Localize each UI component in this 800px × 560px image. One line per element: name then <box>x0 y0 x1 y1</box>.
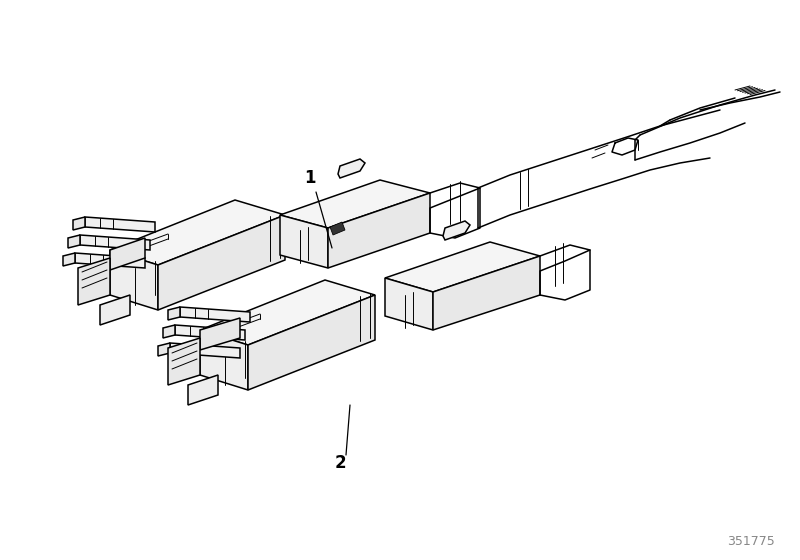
Polygon shape <box>200 330 248 390</box>
Polygon shape <box>158 215 285 310</box>
Polygon shape <box>443 221 470 240</box>
Text: 1: 1 <box>304 169 316 187</box>
Text: 351775: 351775 <box>727 535 775 548</box>
Polygon shape <box>75 253 145 268</box>
Polygon shape <box>110 200 285 265</box>
Polygon shape <box>170 343 240 358</box>
Polygon shape <box>168 338 200 385</box>
Polygon shape <box>163 325 175 338</box>
Polygon shape <box>188 375 218 405</box>
Polygon shape <box>338 159 365 178</box>
Polygon shape <box>280 215 328 268</box>
Text: 2: 2 <box>334 454 346 472</box>
Polygon shape <box>180 307 250 322</box>
Polygon shape <box>168 307 180 320</box>
Polygon shape <box>200 280 375 345</box>
Polygon shape <box>330 222 345 235</box>
Polygon shape <box>110 238 145 270</box>
Polygon shape <box>280 180 430 228</box>
Polygon shape <box>78 258 110 305</box>
Polygon shape <box>433 256 540 330</box>
Polygon shape <box>385 278 433 330</box>
Polygon shape <box>158 343 170 356</box>
Polygon shape <box>328 193 430 268</box>
Polygon shape <box>68 235 80 248</box>
Polygon shape <box>248 295 375 390</box>
Polygon shape <box>63 253 75 266</box>
Polygon shape <box>110 250 158 310</box>
Polygon shape <box>100 295 130 325</box>
Polygon shape <box>200 318 240 350</box>
Polygon shape <box>385 242 540 292</box>
Polygon shape <box>73 217 85 230</box>
Polygon shape <box>175 325 245 340</box>
Polygon shape <box>85 217 155 232</box>
Polygon shape <box>80 235 150 250</box>
